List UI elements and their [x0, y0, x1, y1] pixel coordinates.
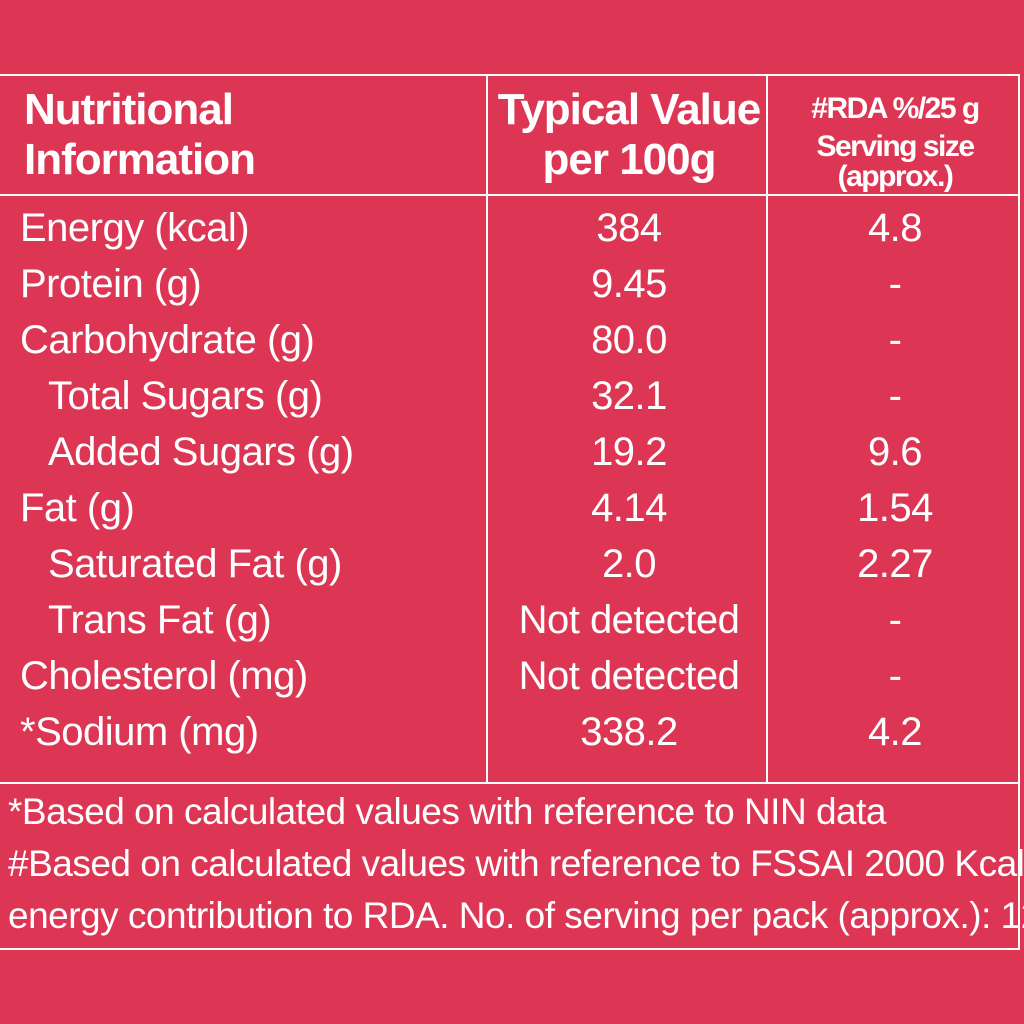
row-rda: - — [888, 374, 902, 418]
row-rda: - — [888, 654, 902, 698]
row-rda: 4.8 — [867, 206, 923, 250]
row-value: 32.1 — [591, 374, 667, 418]
row-value: 384 — [596, 206, 662, 250]
row-label: Trans Fat (g) — [48, 598, 272, 642]
header-typical-line2: per 100g — [542, 135, 717, 184]
table-row-saturated-fat: Saturated Fat (g) 2.0 2.27 — [0, 536, 1020, 592]
header-nutritional-line1: Nutritional — [24, 85, 234, 134]
row-rda: 9.6 — [867, 430, 923, 474]
footnote-divider — [0, 782, 1018, 784]
footnote-nin: *Based on calculated values with referen… — [8, 791, 886, 832]
row-label: Energy (kcal) — [20, 206, 250, 250]
footnote-servings: energy contribution to RDA. No. of servi… — [8, 895, 1024, 936]
row-label: Protein (g) — [20, 262, 202, 306]
header-divider — [0, 194, 1018, 196]
row-label: Total Sugars (g) — [48, 374, 323, 418]
column-divider-2 — [766, 76, 768, 784]
row-value: Not detected — [518, 598, 740, 642]
row-value: 80.0 — [591, 318, 667, 362]
table-row-energy: Energy (kcal) 384 4.8 — [0, 200, 1020, 256]
table-row-total-sugars: Total Sugars (g) 32.1 - — [0, 368, 1020, 424]
table-row-sodium: *Sodium (mg) 338.2 4.2 — [0, 704, 1020, 760]
row-value: Not detected — [518, 654, 740, 698]
row-value: 2.0 — [601, 542, 657, 586]
row-value: 9.45 — [591, 262, 667, 306]
header-nutritional-information: Nutritional Information — [24, 88, 484, 188]
row-label: Cholesterol (mg) — [20, 654, 308, 698]
row-label: Fat (g) — [20, 486, 135, 530]
row-label: Saturated Fat (g) — [48, 542, 342, 586]
nutrition-table: Nutritional Information Typical Value pe… — [0, 74, 1020, 950]
table-row-added-sugars: Added Sugars (g) 19.2 9.6 — [0, 424, 1020, 480]
table-row-trans-fat: Trans Fat (g) Not detected - — [0, 592, 1020, 648]
footnote-fssai: #Based on calculated values with referen… — [8, 843, 1024, 884]
table-row-fat: Fat (g) 4.14 1.54 — [0, 480, 1020, 536]
row-rda: - — [888, 262, 902, 306]
row-rda: 1.54 — [857, 486, 933, 530]
column-divider-1 — [486, 76, 488, 784]
row-rda: 2.27 — [857, 542, 933, 586]
header-rda-line1: #RDA %/25 g — [811, 92, 980, 125]
header-nutritional-line2: Information — [24, 135, 256, 184]
header-rda: #RDA %/25 g Serving size (approx.) — [770, 92, 1020, 193]
row-rda: 4.2 — [867, 710, 923, 754]
row-value: 4.14 — [591, 486, 667, 530]
header-typical-line1: Typical Value — [497, 85, 762, 134]
row-rda: - — [888, 598, 902, 642]
table-row-protein: Protein (g) 9.45 - — [0, 256, 1020, 312]
row-label: Added Sugars (g) — [48, 430, 354, 474]
row-label: Carbohydrate (g) — [20, 318, 315, 362]
header-rda-line2: Serving size (approx.) — [816, 130, 975, 193]
table-row-cholesterol: Cholesterol (mg) Not detected - — [0, 648, 1020, 704]
footnotes: *Based on calculated values with referen… — [8, 786, 1024, 942]
row-label: *Sodium (mg) — [20, 710, 259, 754]
row-value: 338.2 — [580, 710, 678, 754]
row-rda: - — [888, 318, 902, 362]
header-typical-value: Typical Value per 100g — [490, 88, 768, 188]
row-value: 19.2 — [591, 430, 667, 474]
table-row-carbohydrate: Carbohydrate (g) 80.0 - — [0, 312, 1020, 368]
